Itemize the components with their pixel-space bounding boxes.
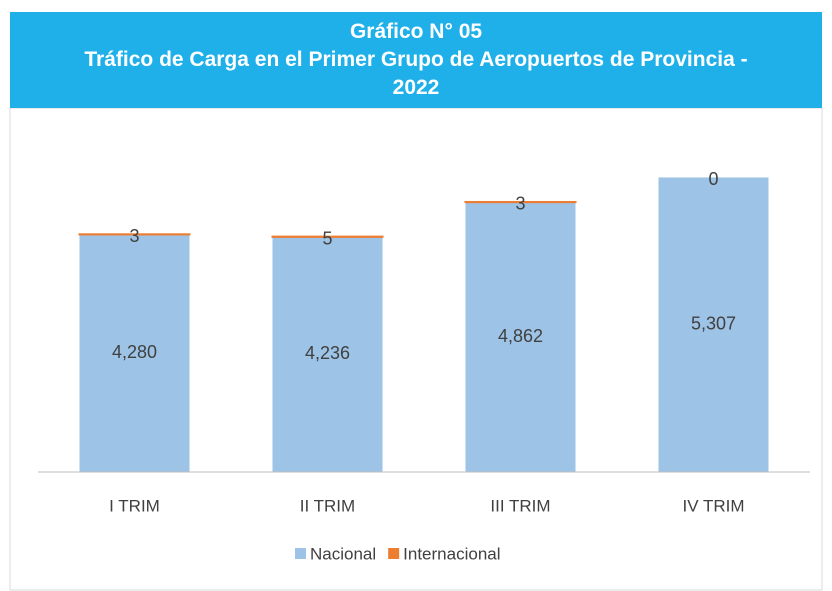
chart-title: Gráfico N° 05 [349,20,483,43]
x-tick-label: IV TRIM [682,496,744,515]
bar-segment [272,236,383,472]
chart-subtitle: Tráfico de Carga en el Primer Grupo de A… [84,48,748,99]
data-label: 4,236 [305,343,350,363]
data-label: 0 [708,169,718,189]
bar-segment [79,234,190,472]
legend-label: Nacional [310,544,376,563]
legend-label: Internacional [403,544,500,563]
legend-swatch [388,548,400,559]
title-banner: Gráfico N° 05 Tráfico de Carga en el Pri… [10,12,822,108]
bar-segment [465,202,576,472]
data-label: 4,862 [498,326,543,346]
legend-swatch [295,548,306,559]
data-label: 5,307 [691,313,736,333]
data-label: 4,280 [112,342,157,362]
x-tick-label: I TRIM [109,496,160,515]
data-label: 3 [515,194,525,214]
data-label: 3 [129,226,139,246]
data-label: 5 [322,228,332,248]
x-tick-label: III TRIM [490,496,550,515]
x-tick-label: II TRIM [300,496,355,515]
bar-segment [658,177,769,473]
chart-border [9,107,823,591]
